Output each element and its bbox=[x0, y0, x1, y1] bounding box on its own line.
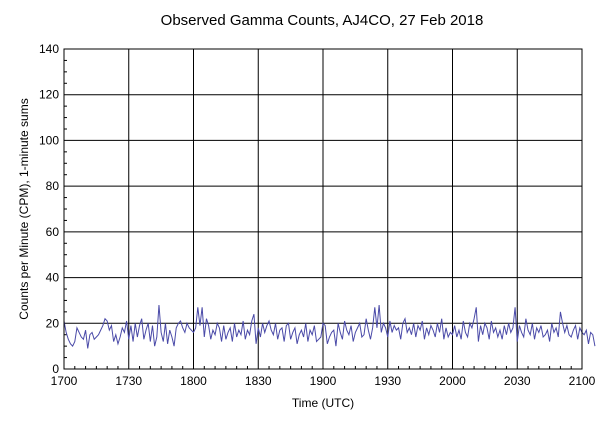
x-tick-label: 2030 bbox=[504, 374, 531, 388]
x-tick-labels: 1700 1730 1800 1830 1900 1930 2000 2030 2100 bbox=[51, 374, 596, 388]
chart-title: Observed Gamma Counts, AJ4CO, 27 Feb 201… bbox=[161, 12, 484, 29]
plot-frame bbox=[63, 48, 583, 370]
x-tick-label: 1900 bbox=[310, 374, 337, 388]
y-tick-label: 140 bbox=[39, 42, 59, 56]
y-tick-label: 0 bbox=[52, 362, 59, 376]
x-tick-label: 1700 bbox=[51, 374, 78, 388]
y-tick-label: 60 bbox=[46, 225, 60, 239]
x-tick-label: 1800 bbox=[180, 374, 207, 388]
y-tick-label: 120 bbox=[39, 88, 59, 102]
y-axis-title: Counts per Minute (CPM), 1-minute sums bbox=[17, 98, 31, 319]
x-tick-label: 1830 bbox=[245, 374, 272, 388]
y-tick-label: 100 bbox=[39, 133, 59, 147]
x-tick-label: 1730 bbox=[115, 374, 142, 388]
x-axis-title: Time (UTC) bbox=[292, 396, 354, 410]
y-tick-label: 80 bbox=[46, 179, 60, 193]
x-tick-label: 2100 bbox=[569, 374, 596, 388]
y-tick-label: 20 bbox=[46, 316, 60, 330]
y-tick-label: 40 bbox=[46, 271, 60, 285]
x-tick-label: 1930 bbox=[374, 374, 401, 388]
y-tick-labels: 0 20 40 60 80 100 120 140 bbox=[39, 42, 59, 376]
series-line bbox=[63, 304, 596, 349]
x-tick-label: 2000 bbox=[439, 374, 466, 388]
